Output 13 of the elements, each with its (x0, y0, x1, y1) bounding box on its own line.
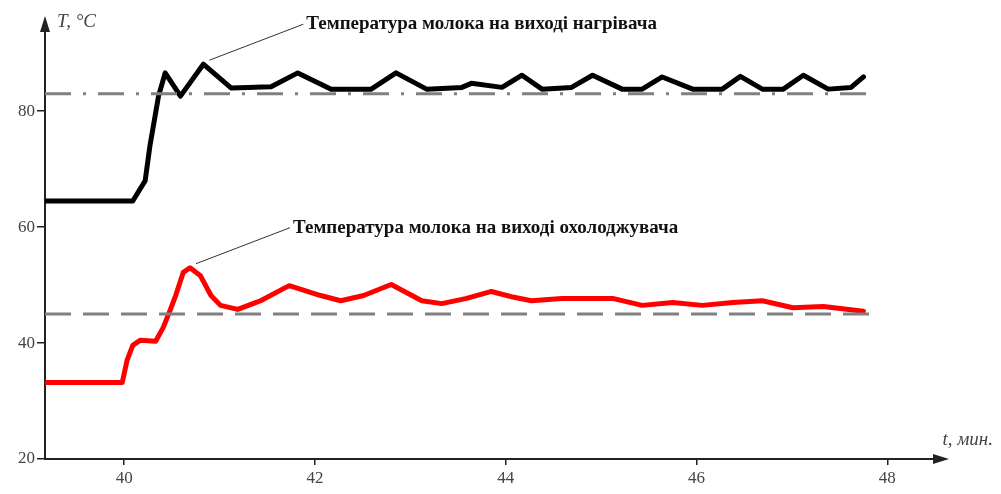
x-tick-label: 46 (688, 467, 706, 487)
annotation: Температура молока на виході охолоджувача (292, 215, 679, 237)
annotation: Температура молока на виході нагрівача (306, 12, 658, 34)
x-tick-label: 40 (115, 467, 133, 487)
y-tick-label: 80 (18, 100, 35, 120)
y-tick-label: 40 (18, 332, 35, 352)
x-tick-label: 44 (497, 467, 515, 487)
x-tick-label: 42 (306, 467, 324, 487)
y-tick-label: 20 (18, 448, 35, 468)
y-tick-label: 60 (18, 216, 35, 236)
x-tick-label: 48 (878, 467, 896, 487)
y-axis-title: T, °C (57, 10, 97, 31)
x-axis-title: t, мин. (942, 427, 993, 449)
